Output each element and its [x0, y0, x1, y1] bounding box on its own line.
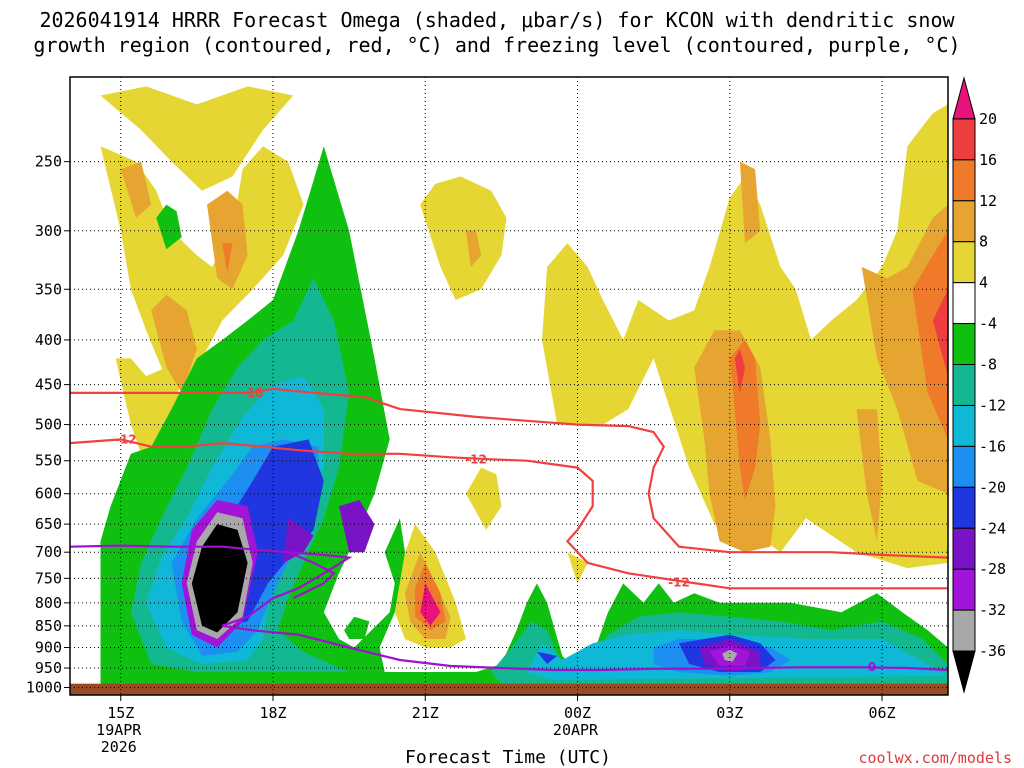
- omega-region-14: [739, 161, 761, 244]
- colorbar-bin: [952, 609, 976, 652]
- contour-label-dendritic-12: -12: [668, 575, 690, 589]
- x-axis-label: Forecast Time (UTC): [405, 747, 611, 768]
- y-tick-label: 450: [35, 376, 62, 394]
- colorbar-cap-top: [952, 76, 976, 120]
- y-tick-label: 400: [35, 331, 62, 349]
- y-tick-label: 850: [35, 617, 62, 635]
- contour-label-dendritic-18: -18: [242, 386, 264, 400]
- contour-label-dendritic-12: -12: [465, 452, 487, 466]
- colorbar-label: -8: [979, 356, 997, 374]
- colorbar-label: -24: [979, 519, 1006, 537]
- omega-region-43: [344, 616, 370, 639]
- y-tick-label: 900: [35, 639, 62, 657]
- chart-title-line1: 2026041914 HRRR Forecast Omega (shaded, …: [39, 8, 955, 32]
- credit-link[interactable]: coolwx.com/models: [858, 749, 1012, 767]
- colorbar-label: -4: [979, 315, 997, 333]
- colorbar-label: -36: [979, 642, 1006, 660]
- omega-region-4: [151, 294, 197, 393]
- y-tick-label: 600: [35, 485, 62, 503]
- colorbar-cap-bottom: [952, 650, 976, 694]
- colorbar-label: 20: [979, 110, 997, 128]
- y-tick-label: 500: [35, 416, 62, 434]
- contour-freezing-0: [70, 544, 948, 672]
- colorbar-bin: [952, 486, 976, 529]
- colorbar-bin: [952, 445, 976, 488]
- grid: [70, 77, 948, 695]
- omega-region-17: [729, 339, 761, 500]
- x-tick-sublabel: 20APR: [553, 721, 599, 739]
- omega-region-42: [191, 524, 248, 633]
- contour-dendritic-12: [70, 438, 948, 590]
- y-tick-label: 350: [35, 280, 62, 298]
- omega-region-15: [856, 409, 882, 542]
- y-tick-label: 800: [35, 594, 62, 612]
- omega-region-10: [542, 104, 948, 569]
- x-tick-sublabel: 19APR: [96, 721, 142, 739]
- colorbar-bin: [952, 404, 976, 447]
- omega-region-41: [722, 649, 738, 662]
- omega-region-7: [156, 204, 182, 250]
- plot-area: -18 -12 -12 -12 0 250 300 350 400 450 500 550 600 650…: [26, 76, 949, 756]
- omega-region-18: [912, 230, 948, 440]
- chart-title-line2: growth region (contoured, red, °C) and f…: [33, 33, 960, 57]
- omega-region-20: [932, 289, 948, 377]
- y-tick-label: 300: [35, 222, 62, 240]
- contour-dendritic-18: [70, 387, 948, 559]
- colorbar-label: -12: [979, 396, 1006, 414]
- omega-region-5: [207, 190, 248, 290]
- y-tick-label: 950: [35, 659, 62, 677]
- x-tick-label: 15Z: [107, 704, 134, 722]
- omega-region-35: [339, 500, 375, 553]
- colorbar-label: -32: [979, 601, 1006, 619]
- colorbar-bin: [952, 527, 976, 570]
- omega-region-1: [100, 146, 304, 393]
- omega-shading: [70, 86, 948, 695]
- contour-freezing-0-branch: [287, 551, 336, 600]
- contour-label-freezing-0: 0: [868, 660, 876, 674]
- x-tick-label: 06Z: [868, 704, 895, 722]
- omega-region-3: [120, 161, 152, 218]
- x-tick-label: 21Z: [412, 704, 439, 722]
- colorbar-label: 4: [979, 274, 988, 292]
- x-tick-label: 03Z: [716, 704, 743, 722]
- omega-region-11: [465, 467, 502, 530]
- y-tick-label: 1000: [26, 678, 62, 696]
- colorbar-label: -28: [979, 560, 1006, 578]
- omega-region-8: [420, 176, 507, 300]
- colorbar-bin: [952, 159, 976, 202]
- omega-region-12: [567, 552, 588, 584]
- omega-region-19: [734, 349, 745, 393]
- omega-region-9: [465, 230, 482, 267]
- y-tick-label: 650: [35, 515, 62, 533]
- colorbar-label: 12: [979, 192, 997, 210]
- x-tick-label: 00Z: [564, 704, 591, 722]
- colorbar: 20 16 12 8 4 -4 -8 -12 -16 -20 -24 -28 -32 -36: [952, 76, 1006, 694]
- colorbar-bin: [952, 118, 976, 161]
- x-tick-sublabel: 2026: [101, 738, 137, 756]
- y-tick-label: 250: [35, 153, 62, 171]
- colorbar-bin: [952, 282, 976, 325]
- plot-frame: [69, 76, 949, 696]
- colorbar-bin: [952, 323, 976, 366]
- y-tick-label: 750: [35, 569, 62, 587]
- colorbar-bin: [952, 200, 976, 243]
- x-tick-label: 18Z: [259, 704, 286, 722]
- omega-region-6: [222, 243, 233, 273]
- colorbar-bin: [952, 364, 976, 406]
- colorbar-label: -16: [979, 437, 1006, 455]
- y-tick-label: 700: [35, 543, 62, 561]
- contours: -18 -12 -12 -12 0: [70, 386, 948, 674]
- colorbar-bin: [952, 241, 976, 284]
- colorbar-bin: [952, 568, 976, 611]
- colorbar-label: 16: [979, 151, 997, 169]
- omega-region-0: [100, 86, 294, 191]
- colorbar-label: 8: [979, 233, 988, 251]
- contour-label-dendritic-12: -12: [115, 432, 137, 446]
- colorbar-label: -20: [979, 478, 1006, 496]
- omega-region-34: [536, 651, 558, 664]
- y-tick-label: 550: [35, 452, 62, 470]
- ground-fill: [70, 683, 948, 695]
